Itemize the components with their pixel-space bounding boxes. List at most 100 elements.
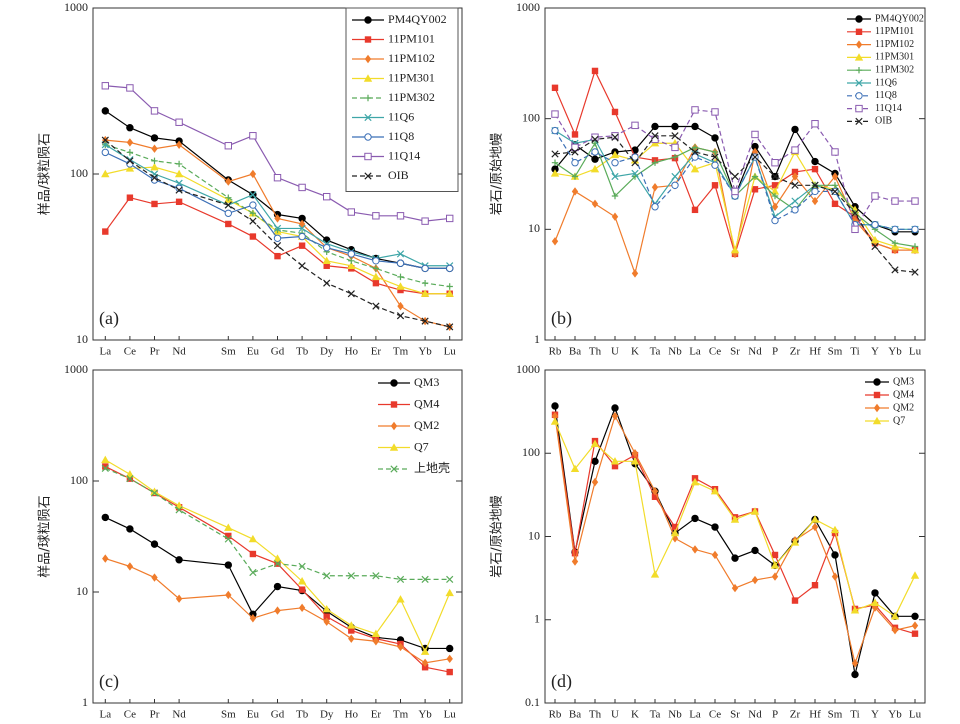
marker bbox=[751, 575, 759, 585]
y-tick-label: 100 bbox=[522, 110, 540, 124]
legend-marker bbox=[855, 67, 863, 74]
y-tick-label: 1000 bbox=[516, 362, 540, 376]
marker bbox=[249, 550, 257, 558]
x-tick-label: Pr bbox=[150, 346, 160, 358]
marker bbox=[591, 155, 599, 163]
marker bbox=[631, 169, 639, 178]
x-tick-label: Gd bbox=[271, 709, 285, 721]
marker bbox=[372, 279, 380, 287]
marker bbox=[348, 627, 355, 634]
legend-label: 11PM302 bbox=[875, 64, 914, 75]
marker bbox=[396, 250, 405, 258]
y-tick-label: 1000 bbox=[64, 0, 88, 14]
marker bbox=[550, 417, 560, 425]
marker bbox=[831, 572, 839, 581]
legend-label: OIB bbox=[875, 116, 893, 127]
legend-label: 11Q14 bbox=[388, 148, 420, 162]
marker bbox=[591, 148, 599, 156]
marker bbox=[751, 130, 759, 139]
marker bbox=[126, 194, 134, 201]
y-tick-label: 10 bbox=[528, 528, 540, 542]
marker bbox=[126, 157, 134, 165]
marker bbox=[551, 237, 559, 246]
marker bbox=[571, 557, 579, 566]
marker bbox=[791, 146, 799, 154]
marker bbox=[249, 568, 257, 577]
x-tick-label: Gd bbox=[271, 346, 285, 358]
series-line bbox=[554, 414, 916, 666]
marker bbox=[126, 475, 134, 483]
marker bbox=[651, 135, 659, 144]
marker bbox=[298, 603, 306, 613]
marker bbox=[771, 551, 779, 559]
marker bbox=[591, 199, 599, 209]
legend-label: 11PM101 bbox=[388, 31, 435, 45]
x-tick-label: Lu bbox=[909, 709, 922, 721]
marker bbox=[150, 174, 159, 182]
marker bbox=[571, 131, 579, 138]
marker bbox=[175, 160, 183, 168]
x-tick-label: Ce bbox=[709, 346, 721, 358]
marker bbox=[446, 323, 454, 331]
marker bbox=[446, 283, 453, 290]
marker bbox=[611, 172, 619, 181]
marker bbox=[710, 487, 720, 495]
marker bbox=[691, 144, 699, 151]
marker bbox=[911, 621, 919, 630]
marker bbox=[871, 192, 879, 200]
y-tick-label: 100 bbox=[70, 473, 88, 487]
marker bbox=[445, 289, 454, 297]
marker bbox=[397, 273, 404, 281]
x-tick-label: Yb bbox=[418, 346, 432, 358]
legend-label: Q7 bbox=[893, 415, 905, 426]
marker bbox=[911, 225, 919, 234]
legend-marker bbox=[364, 36, 372, 43]
marker bbox=[273, 242, 282, 250]
x-tick-label: Er bbox=[371, 346, 382, 358]
legend-label: 11Q6 bbox=[875, 77, 897, 88]
marker bbox=[730, 515, 740, 523]
marker bbox=[273, 234, 282, 242]
marker bbox=[249, 614, 257, 623]
marker bbox=[551, 411, 559, 421]
legend-label: 11PM301 bbox=[875, 52, 914, 63]
marker bbox=[571, 148, 579, 156]
marker bbox=[591, 457, 599, 466]
y-tick-label: 0.1 bbox=[525, 695, 540, 709]
marker bbox=[610, 457, 620, 465]
marker bbox=[831, 187, 839, 196]
marker bbox=[771, 182, 779, 189]
x-tick-label: Ce bbox=[709, 709, 721, 721]
marker bbox=[371, 272, 381, 281]
marker bbox=[791, 172, 799, 181]
x-tick-label: Ce bbox=[124, 709, 136, 721]
x-tick-label: Tm bbox=[393, 346, 409, 358]
marker bbox=[150, 176, 159, 184]
x-tick-label: Ta bbox=[650, 709, 661, 721]
marker bbox=[571, 159, 579, 167]
x-tick-label: Pr bbox=[150, 709, 160, 721]
legend-label: 上地壳 bbox=[414, 461, 450, 475]
marker bbox=[791, 597, 799, 604]
marker bbox=[150, 540, 159, 548]
series-line bbox=[105, 516, 450, 650]
marker bbox=[174, 169, 184, 178]
marker bbox=[274, 252, 281, 260]
x-tick-label: Ba bbox=[569, 709, 581, 721]
marker bbox=[421, 575, 429, 583]
legend-label: OIB bbox=[388, 168, 409, 182]
x-tick-label: Sr bbox=[730, 709, 740, 721]
marker bbox=[551, 126, 559, 135]
marker bbox=[771, 216, 779, 225]
marker bbox=[151, 157, 158, 165]
marker bbox=[101, 136, 109, 144]
marker bbox=[446, 654, 453, 664]
marker bbox=[371, 629, 381, 638]
marker bbox=[711, 523, 719, 531]
marker bbox=[151, 573, 158, 582]
marker bbox=[298, 232, 306, 241]
x-tick-label: Hf bbox=[809, 709, 821, 721]
legend-label: QM4 bbox=[414, 396, 439, 410]
y-tick-label: 1 bbox=[534, 332, 540, 346]
legend-marker bbox=[389, 443, 399, 451]
